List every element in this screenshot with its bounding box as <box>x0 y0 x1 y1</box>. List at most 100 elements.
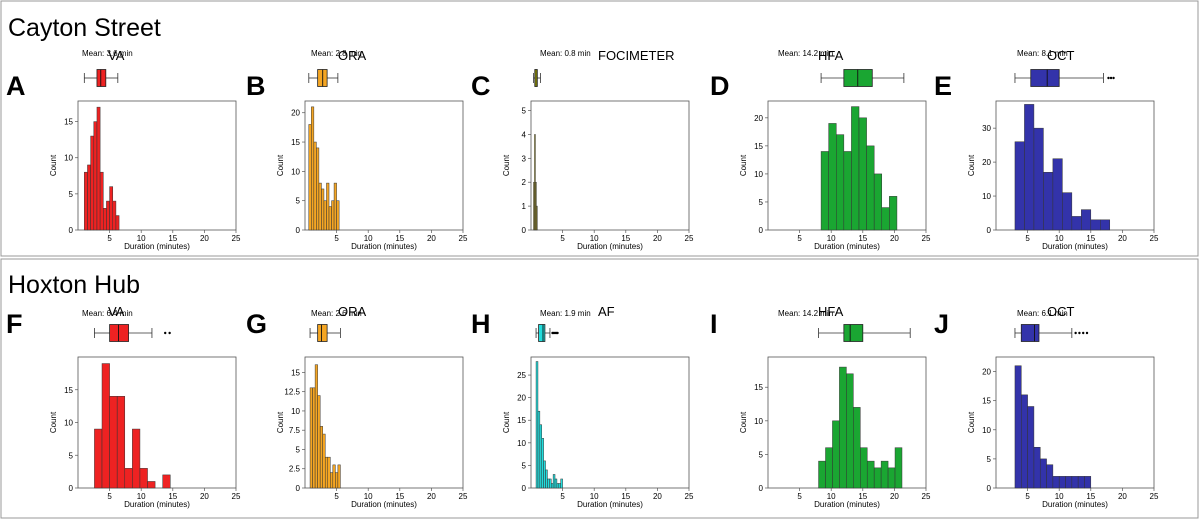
box-outlier <box>1082 331 1085 335</box>
x-tick-label: 15 <box>858 492 867 501</box>
x-axis-label: Duration (minutes) <box>124 500 190 509</box>
x-axis-label: Duration (minutes) <box>577 500 643 509</box>
panel-letter-I: I <box>710 309 718 339</box>
x-axis-label: Duration (minutes) <box>1042 242 1108 251</box>
y-tick-label: 5 <box>759 198 764 207</box>
histogram-bar <box>1071 216 1082 231</box>
x-tick-label: 15 <box>168 234 177 243</box>
histogram-bar <box>836 134 845 231</box>
x-tick-label: 20 <box>890 234 899 243</box>
x-tick-label: 25 <box>459 234 468 243</box>
histogram-bar <box>866 145 875 231</box>
y-tick-label: 15 <box>291 368 300 377</box>
histogram-bar <box>124 468 133 489</box>
y-tick-label: 3 <box>522 154 527 163</box>
x-tick-label: 5 <box>1025 492 1030 501</box>
box-outlier <box>1109 76 1113 80</box>
test-name-C: FOCIMETER <box>598 48 675 63</box>
histogram-bar <box>1081 209 1092 231</box>
section-title-cayton: Cayton Street <box>8 14 161 42</box>
histogram-bar <box>321 188 325 231</box>
histogram-bar <box>881 207 890 231</box>
y-tick-label: 15 <box>64 386 73 395</box>
test-name-G: ORA <box>338 304 367 319</box>
box-iqr <box>538 324 546 342</box>
y-axis-label: Count <box>739 411 748 433</box>
plot-frame-C <box>530 100 690 231</box>
x-tick-label: 25 <box>922 492 931 501</box>
box-outlier <box>168 331 171 335</box>
histogram-bar <box>87 164 91 231</box>
mean-label-B: Mean: 2.8 min <box>311 49 362 58</box>
histogram-bar <box>314 364 318 489</box>
y-tick-label: 20 <box>517 394 526 403</box>
histogram-bar <box>860 447 868 489</box>
box-outlier <box>1112 76 1115 80</box>
x-tick-label: 20 <box>427 492 436 501</box>
box-outlier <box>164 331 167 335</box>
histogram-bar <box>317 395 321 489</box>
box-iqr <box>1020 324 1040 342</box>
histogram-bar <box>828 123 837 231</box>
histogram-bar <box>889 196 898 231</box>
histogram-bar <box>873 173 883 231</box>
y-tick-label: 4 <box>522 130 527 139</box>
histogram-bar <box>558 483 561 489</box>
y-tick-label: 10 <box>982 192 991 201</box>
y-tick-label: 15 <box>754 142 763 151</box>
x-axis-label: Duration (minutes) <box>1042 500 1108 509</box>
x-tick-label: 15 <box>621 492 630 501</box>
panel-letter-E: E <box>934 71 952 101</box>
x-tick-label: 25 <box>1150 492 1159 501</box>
x-tick-label: 10 <box>364 234 373 243</box>
histogram-bar <box>336 200 340 231</box>
histogram-bar <box>549 478 552 489</box>
box-iqr <box>317 324 328 342</box>
histogram-bar <box>93 121 98 231</box>
test-name-I: HFA <box>818 304 844 319</box>
y-tick-label: 5 <box>296 197 301 206</box>
histogram-bar <box>853 407 861 489</box>
y-tick-label: 10 <box>64 154 73 163</box>
histogram-bar <box>318 182 322 231</box>
y-tick-label: 2 <box>522 178 527 187</box>
x-tick-label: 20 <box>1118 234 1127 243</box>
panel-letter-H: H <box>471 309 491 339</box>
x-tick-label: 20 <box>200 492 209 501</box>
histogram-bar <box>858 117 867 231</box>
histogram-bar <box>1014 141 1025 231</box>
x-tick-label: 5 <box>797 492 802 501</box>
histogram-bar <box>322 433 326 489</box>
plot-frame-H <box>530 356 690 489</box>
y-tick-label: 0 <box>69 226 74 235</box>
mean-label-C: Mean: 0.8 min <box>540 49 591 58</box>
test-name-A: VA <box>108 48 125 63</box>
y-axis-label: Count <box>49 154 58 176</box>
x-tick-label: 5 <box>334 492 339 501</box>
histogram-bar <box>94 428 103 489</box>
histogram-bar <box>552 474 556 489</box>
y-tick-label: 0 <box>987 226 992 235</box>
y-tick-label: 20 <box>982 158 991 167</box>
histogram-bar <box>541 438 544 489</box>
box-outlier <box>556 331 559 335</box>
x-tick-label: 25 <box>685 492 694 501</box>
x-axis-label: Duration (minutes) <box>814 242 880 251</box>
histogram-bar <box>818 460 826 489</box>
histogram-bar <box>839 366 847 489</box>
histogram-bar <box>109 396 118 489</box>
box-outlier <box>1078 331 1081 335</box>
panel-letter-J: J <box>934 309 949 339</box>
histogram-bar <box>554 478 558 489</box>
y-tick-label: 0 <box>69 484 74 493</box>
test-name-F: VA <box>108 304 125 319</box>
section-frame-hoxton <box>0 258 1199 519</box>
test-name-H: AF <box>598 304 615 319</box>
mean-label-J: Mean: 6.1 min <box>1017 309 1068 318</box>
mean-label-I: Mean: 14.2 min <box>778 309 833 318</box>
mean-label-H: Mean: 1.9 min <box>540 309 591 318</box>
histogram-bar <box>162 474 171 489</box>
y-tick-label: 1 <box>522 202 527 211</box>
